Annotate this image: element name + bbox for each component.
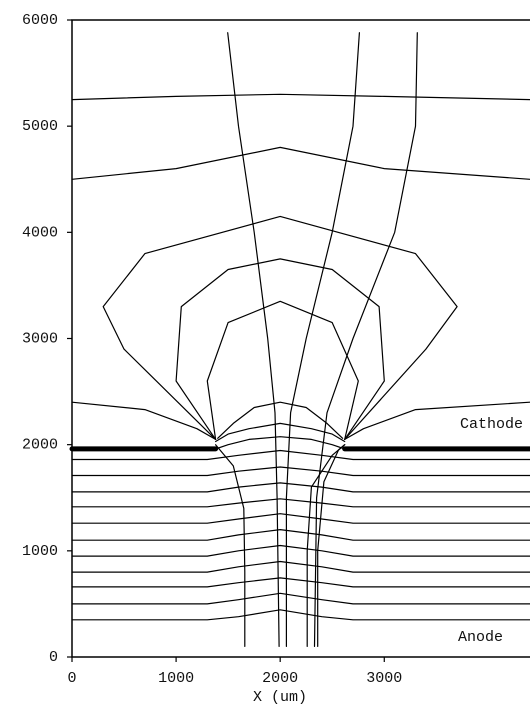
x-tick-label: 3000 xyxy=(366,670,402,687)
x-tick-label: 1000 xyxy=(158,670,194,687)
curve xyxy=(71,466,530,477)
curve xyxy=(211,436,349,451)
annotation: Cathode xyxy=(460,416,523,433)
curve xyxy=(217,401,344,439)
plot-frame xyxy=(71,19,530,658)
y-tick-label: 4000 xyxy=(22,224,58,241)
curve xyxy=(71,609,530,621)
curve xyxy=(227,32,280,647)
curve xyxy=(102,215,458,440)
y-tick-label: 5000 xyxy=(22,118,58,135)
curve xyxy=(313,32,418,647)
curve xyxy=(71,449,530,461)
curve xyxy=(71,401,217,440)
curve xyxy=(71,498,530,508)
y-tick-label: 3000 xyxy=(22,330,58,347)
curve xyxy=(306,444,346,647)
curve xyxy=(215,444,246,647)
y-tick-label: 2000 xyxy=(22,437,58,454)
curve xyxy=(71,529,530,541)
y-tick-label: 1000 xyxy=(22,543,58,560)
curve xyxy=(71,513,530,524)
curve xyxy=(71,146,530,180)
curve xyxy=(175,258,385,440)
x-tick-label: 0 xyxy=(67,670,76,687)
curve xyxy=(215,422,346,443)
curve xyxy=(71,577,530,588)
curve xyxy=(317,444,346,647)
x-tick-label: 2000 xyxy=(262,670,298,687)
curve xyxy=(71,544,530,557)
curve xyxy=(206,300,359,440)
curve xyxy=(71,560,530,573)
curve xyxy=(71,482,530,493)
y-tick-label: 0 xyxy=(49,649,58,666)
x-axis-label: X (um) xyxy=(253,689,307,706)
curve xyxy=(71,592,530,605)
curve xyxy=(71,93,530,101)
annotation: Anode xyxy=(458,629,503,646)
y-tick-label: 6000 xyxy=(22,12,58,29)
curve xyxy=(344,401,530,440)
curve xyxy=(285,32,360,647)
